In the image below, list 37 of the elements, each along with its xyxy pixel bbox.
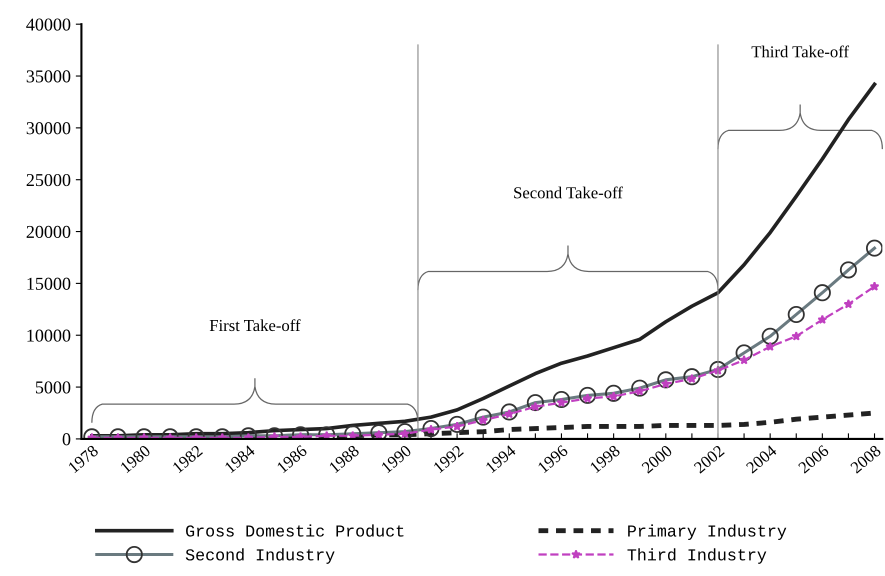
x-tick-label: 1990 [380,444,412,474]
legend-label: Gross Domestic Product [186,524,404,537]
y-tick-label: 5000 [36,381,70,394]
y-tick-label: 25000 [26,174,70,186]
y-tick-label: 35000 [26,70,70,82]
x-tick-label: 1982 [172,444,204,474]
x-tick-label: 1984 [224,444,256,474]
annotation: First Take-off [210,319,301,332]
point [817,314,828,324]
x-tick-label: 1978 [68,444,99,474]
legend-label: Third Industry [627,548,766,564]
x-tick-label: 1998 [590,444,621,474]
x-tick-label: 1994 [485,444,517,474]
point [844,299,854,308]
y-tick-label: 0 [62,433,70,446]
x-tick-label: 1988 [328,444,360,474]
y-tick-label: 40000 [26,18,70,31]
x-tick-label: 1992 [433,444,464,474]
point [739,355,749,364]
annotation: Second Take-off [514,186,623,198]
annotation: Third Take-off [752,45,850,58]
x-tick-label: 2004 [746,444,778,474]
point [791,331,802,341]
y-tick-label: 30000 [26,122,70,134]
y-tick-label: 15000 [27,278,70,290]
y-tick-label: 20000 [26,226,70,238]
point [765,342,776,351]
x-tick-label: 2000 [641,444,673,474]
x-tick-label: 1996 [537,444,569,474]
y-tick-label: 10000 [27,329,70,342]
x-tick-label: 2002 [693,444,725,474]
legend-label: Primary Industry [628,524,786,540]
x-tick-label: 2008 [850,444,882,474]
x-tick-label: 1980 [120,444,152,474]
legend-label: Second Industry [186,548,335,564]
x-tick-label: 1986 [276,444,308,474]
point [870,281,880,291]
